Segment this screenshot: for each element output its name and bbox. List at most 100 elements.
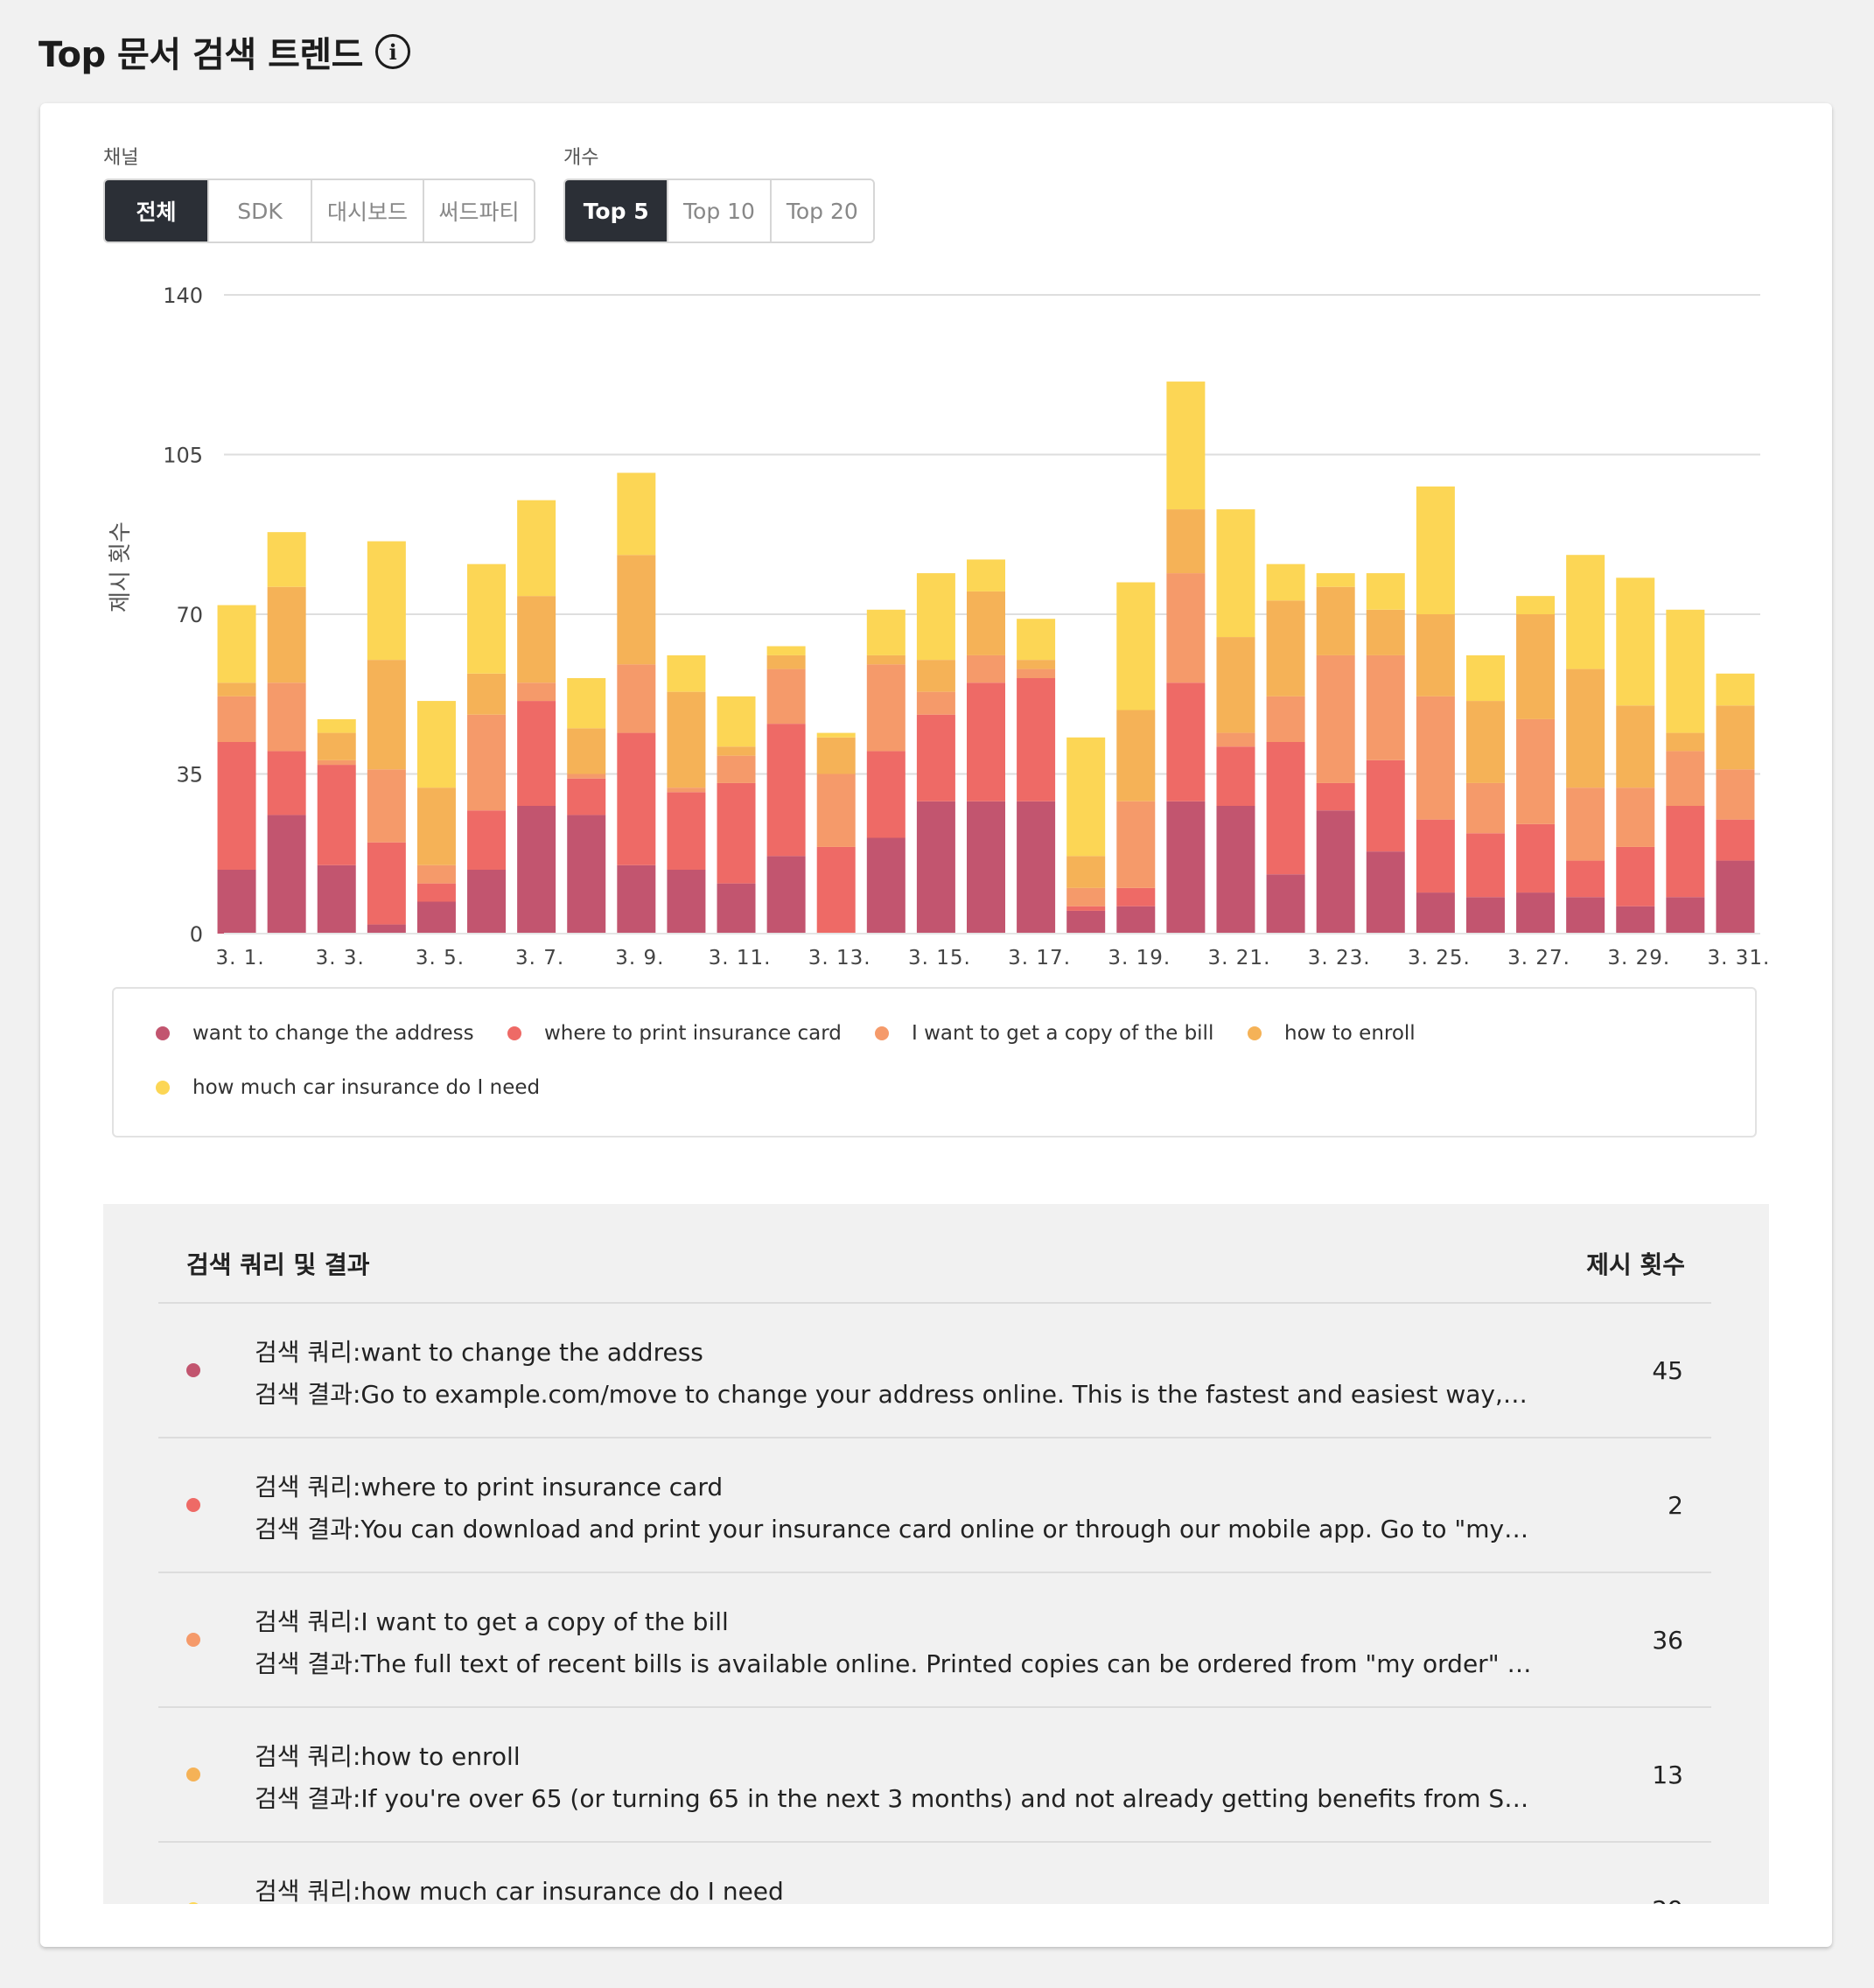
bar-segment-5 <box>416 701 456 788</box>
row-result: 검색 결과:The full text of recent bills is a… <box>255 1649 1532 1678</box>
bar-segment-1 <box>1116 906 1156 934</box>
legend-item-1[interactable]: where to print insurance card <box>507 1022 842 1045</box>
table-row[interactable]: 검색 쿼리:how much car insurance do I need 2… <box>158 1841 1711 1904</box>
bar-segment-1 <box>1566 897 1605 934</box>
bar-segment-3 <box>416 864 456 884</box>
bar-segment-1 <box>1017 801 1056 934</box>
legend-label: I want to get a copy of the bill <box>912 1022 1214 1045</box>
bar-segment-4 <box>567 728 606 774</box>
bar-segment-1 <box>916 801 955 934</box>
bar-segment-4 <box>766 654 806 669</box>
bar-segment-4 <box>967 591 1005 655</box>
bar-segment-2 <box>267 751 306 816</box>
bar-segment-5 <box>1266 564 1305 601</box>
legend-dot <box>875 1026 889 1040</box>
bar-segment-1 <box>766 856 806 934</box>
x-tick-label: 3. 31. <box>1708 947 1771 970</box>
bar-segment-4 <box>1166 509 1206 574</box>
legend-label: want to change the address <box>192 1022 474 1045</box>
row-color-dot <box>186 1633 200 1647</box>
bar-segment-4 <box>667 691 706 788</box>
bar-segment-3 <box>667 788 706 793</box>
top5-button[interactable]: Top 5 <box>565 180 669 242</box>
bar-segment-1 <box>1166 801 1206 934</box>
bar-segment-5 <box>667 654 706 692</box>
bar-segment-3 <box>866 664 906 752</box>
bar-segment-4 <box>1465 701 1505 783</box>
bar-segment-1 <box>517 806 556 934</box>
bar-segment-2 <box>416 883 456 902</box>
bar-segment-5 <box>1716 673 1755 706</box>
bar-segment-1 <box>1666 897 1705 934</box>
channel-thirdparty-button[interactable]: 써드파티 <box>424 180 534 242</box>
legend-item-0[interactable]: want to change the address <box>156 1022 474 1045</box>
row-query: 검색 쿼리:I want to get a copy of the bill <box>255 1607 729 1636</box>
bar-segment-5 <box>1166 382 1206 510</box>
table-row[interactable]: 검색 쿼리:where to print insurance card 검색 결… <box>158 1437 1711 1572</box>
x-tick-label: 3. 7. <box>515 947 564 970</box>
bar-segment-2 <box>1416 819 1455 893</box>
x-tick-label: 3. 13. <box>808 947 871 970</box>
bar-segment-5 <box>1216 509 1255 638</box>
bar-segment-5 <box>467 564 507 674</box>
channel-filter: 전체 SDK 대시보드 써드파티 <box>103 178 535 243</box>
y-tick-label: 140 <box>163 284 203 308</box>
channel-sdk-button[interactable]: SDK <box>209 180 312 242</box>
bar-segment-1 <box>866 837 906 934</box>
bar-segment-3 <box>1017 668 1056 678</box>
bar-segment-4 <box>517 596 556 683</box>
y-tick-label: 0 <box>190 922 203 947</box>
bar-segment-5 <box>367 541 406 661</box>
row-query: 검색 쿼리:how much car insurance do I need <box>255 1877 784 1904</box>
bar-segment-5 <box>717 696 756 747</box>
info-icon[interactable]: i <box>374 34 410 69</box>
bar-segment-1 <box>467 870 507 934</box>
top10-button[interactable]: Top 10 <box>668 180 772 242</box>
legend-label: where to print insurance card <box>544 1022 842 1045</box>
legend-item-3[interactable]: how to enroll <box>1248 1022 1416 1045</box>
bar-segment-4 <box>367 660 406 770</box>
row-result: 검색 결과:You can download and print your in… <box>255 1515 1532 1544</box>
legend-item-2[interactable]: I want to get a copy of the bill <box>875 1022 1213 1045</box>
x-tick-label: 3. 21. <box>1208 947 1271 970</box>
channel-dashboard-button[interactable]: 대시보드 <box>312 180 424 242</box>
table-row[interactable]: 검색 쿼리:want to change the address 검색 결과:G… <box>158 1302 1711 1438</box>
top20-button[interactable]: Top 20 <box>771 180 873 242</box>
bar-segment-2 <box>667 792 706 870</box>
trend-card: 채널 전체 SDK 대시보드 써드파티 개수 Top 5 Top 10 Top … <box>40 103 1832 1947</box>
bar-segment-5 <box>1516 596 1556 614</box>
x-tick-label: 3. 19. <box>1108 947 1171 970</box>
bar-segment-4 <box>1516 614 1556 719</box>
legend-label: how much car insurance do I need <box>192 1076 541 1099</box>
bar-segment-3 <box>1066 887 1106 906</box>
bar-segment-4 <box>1316 586 1355 655</box>
bar-segment-5 <box>816 732 856 738</box>
row-count: 13 <box>1652 1760 1683 1789</box>
channel-all-button[interactable]: 전체 <box>105 180 209 242</box>
table-row[interactable]: 검색 쿼리:I want to get a copy of the bill 검… <box>158 1572 1711 1707</box>
bar-segment-3 <box>1216 732 1255 747</box>
page-title: Top 문서 검색 트렌드 i <box>38 26 410 77</box>
bar-segment-1 <box>1616 906 1655 934</box>
bar-segment-5 <box>1316 573 1355 587</box>
x-tick-label: 3. 3. <box>316 947 365 970</box>
bar-segment-1 <box>1465 897 1505 934</box>
table-row[interactable]: 검색 쿼리:how to enroll 검색 결과:If you're over… <box>158 1706 1711 1842</box>
bar-segment-1 <box>1416 892 1455 934</box>
bar-segment-2 <box>1166 682 1206 802</box>
bar-segment-3 <box>1465 782 1505 834</box>
bar-segment-2 <box>367 842 406 925</box>
bar-segment-4 <box>866 654 906 665</box>
row-query: 검색 쿼리:where to print insurance card <box>255 1473 724 1502</box>
bar-segment-5 <box>1465 654 1505 702</box>
legend-label: how to enroll <box>1284 1022 1416 1045</box>
bar-segment-2 <box>816 846 856 934</box>
bar-segment-5 <box>617 472 656 556</box>
bar-segment-2 <box>1465 833 1505 898</box>
bar-segment-2 <box>1566 860 1605 898</box>
bar-segment-1 <box>416 901 456 934</box>
legend-item-4[interactable]: how much car insurance do I need <box>156 1076 540 1099</box>
bar-segment-2 <box>967 682 1005 802</box>
bar-segment-3 <box>217 696 256 742</box>
y-tick-label: 35 <box>176 763 203 788</box>
